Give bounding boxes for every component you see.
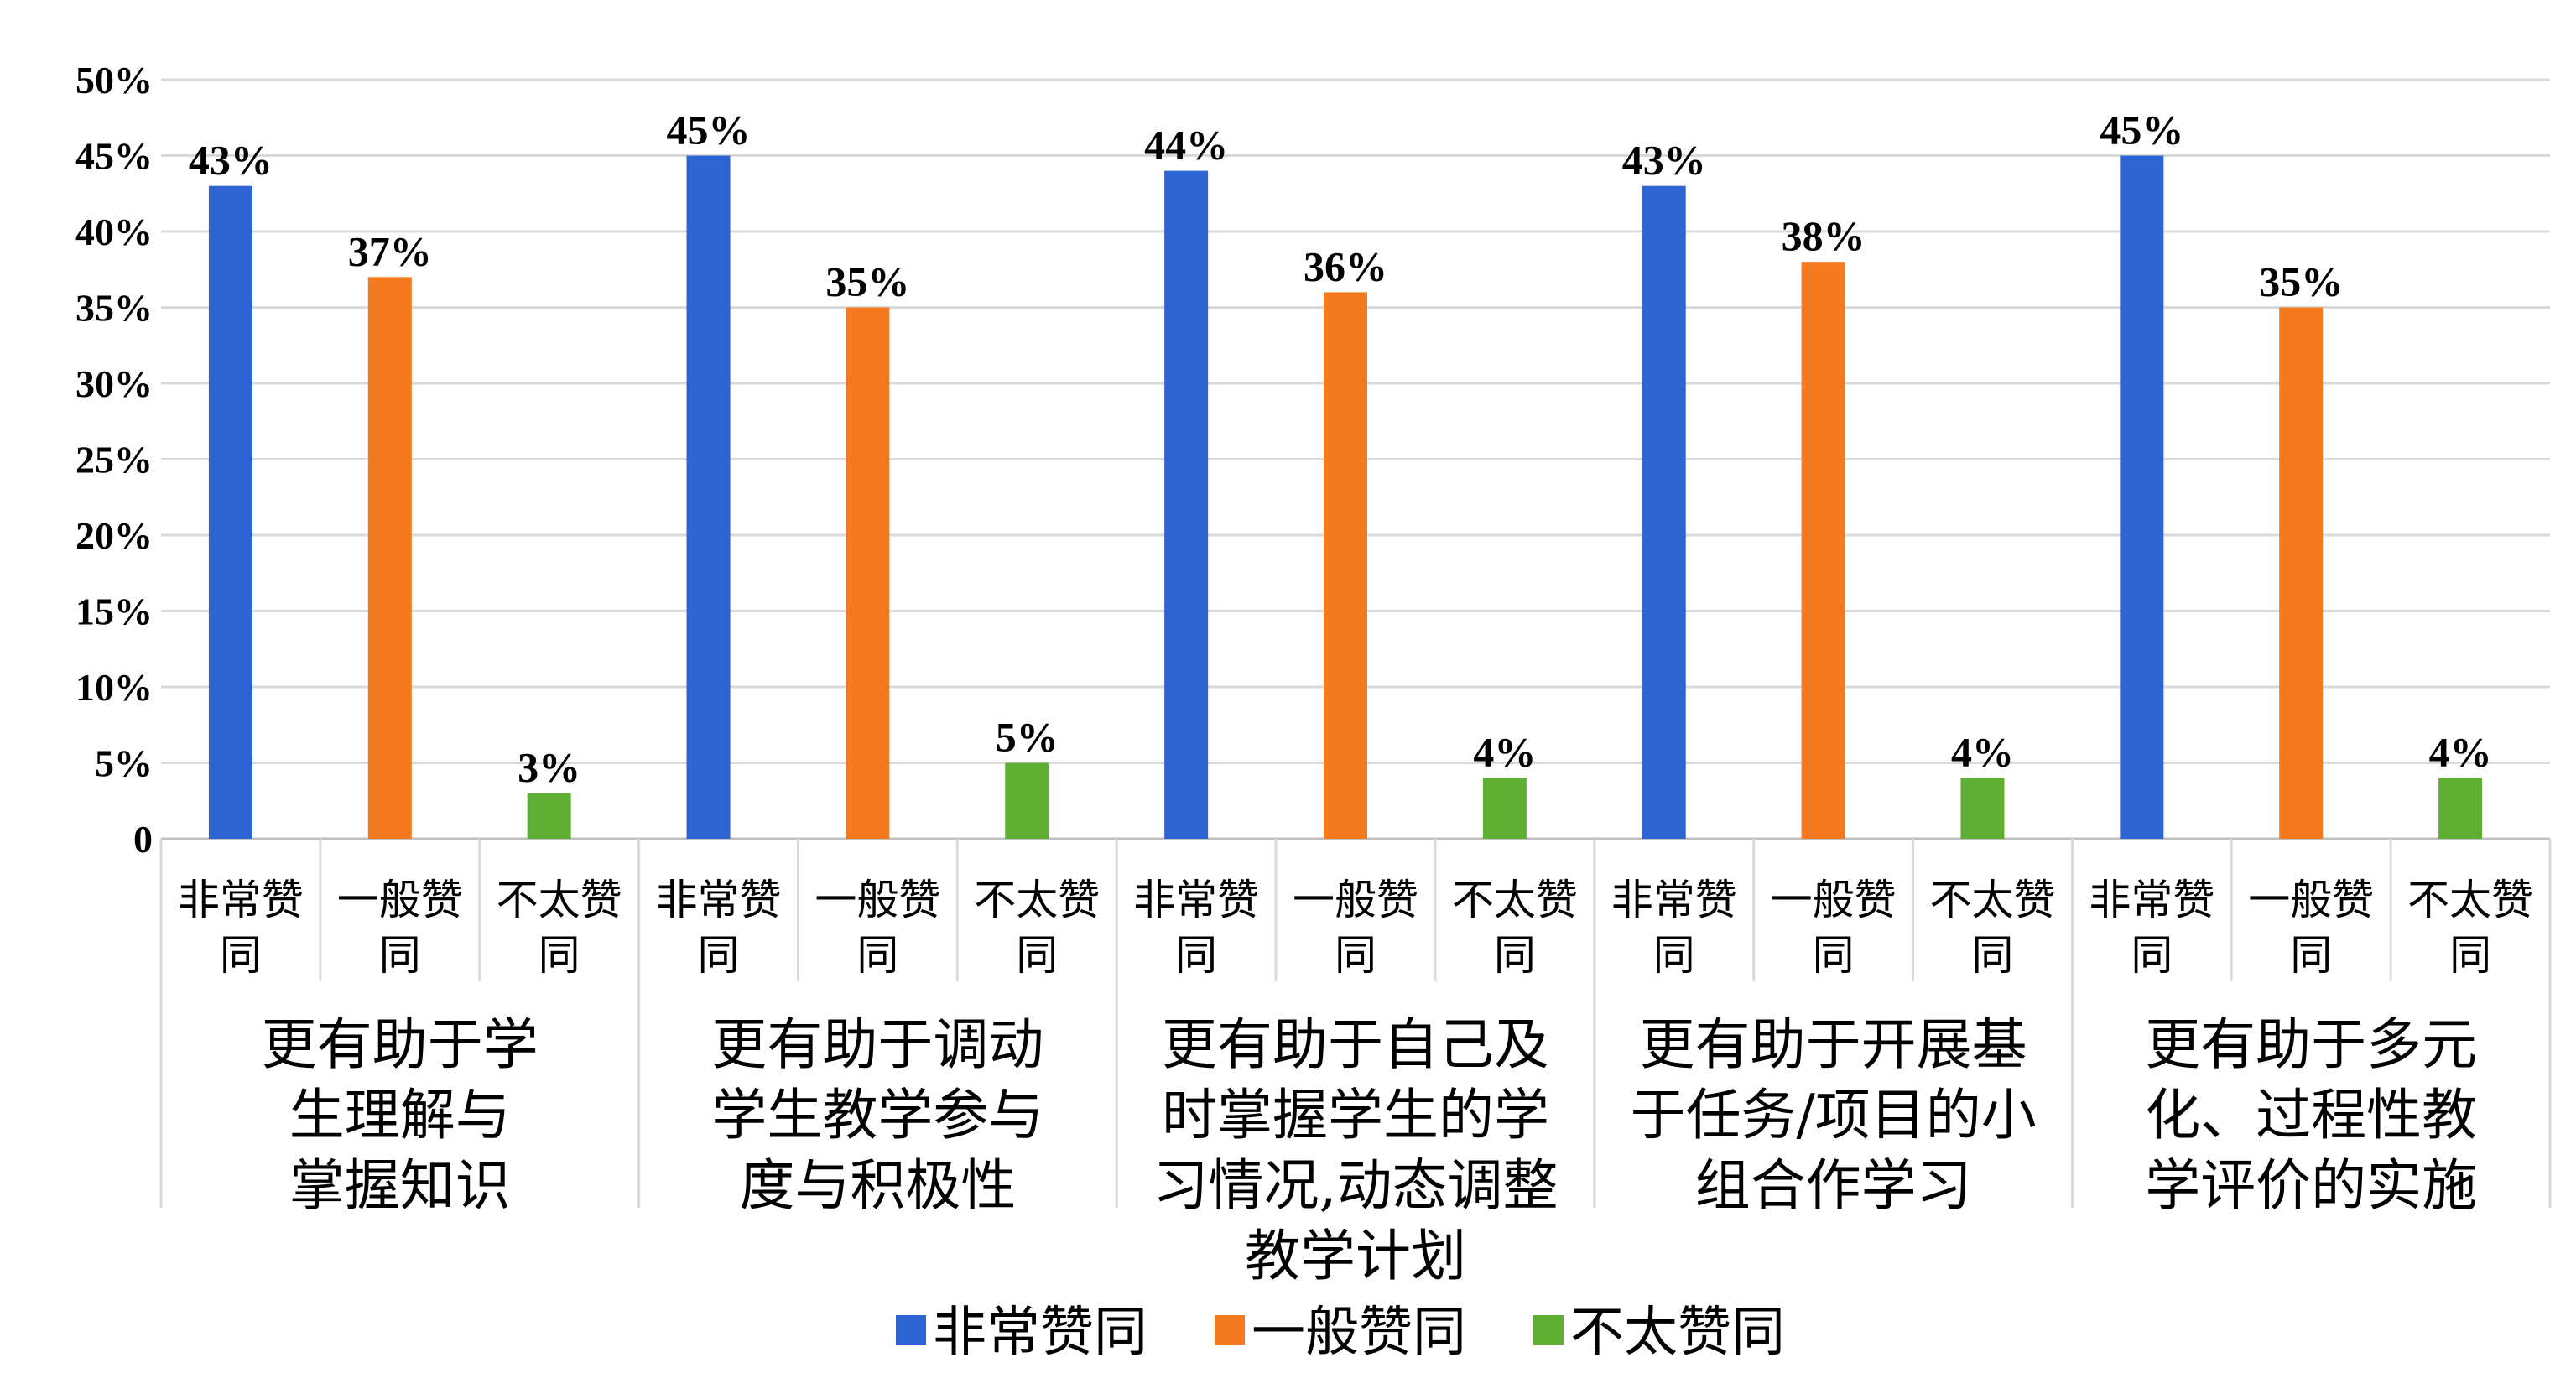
x-tick-label: 同 [1335,931,1376,980]
data-label: 45% [667,107,751,153]
category-group-label: 掌握知识 [289,1153,511,1218]
data-label: 3% [518,744,580,791]
x-tick-label: 同 [2131,931,2173,980]
category-group-label: 更有助于多元 [2145,1012,2477,1077]
bar [1801,262,1845,839]
x-tick-label: 一般赞 [1771,876,1897,924]
data-label: 4% [2429,729,2492,776]
x-tick-label: 同 [856,931,898,980]
x-tick-label: 同 [379,931,421,980]
y-tick-label: 15% [75,590,153,633]
bar [2279,307,2324,839]
legend-swatch [896,1315,926,1345]
category-group-label: 更有助于自己及 [1162,1012,1549,1077]
legend-swatch [1215,1315,1245,1345]
data-label: 36% [1304,242,1387,289]
x-tick-label: 一般赞 [2248,876,2374,924]
y-tick-label: 0 [133,818,153,861]
y-tick-label: 35% [75,287,153,330]
x-tick-label: 不太赞 [1929,876,2055,924]
data-label: 5% [996,714,1059,761]
category-group-label: 生理解与 [289,1083,511,1147]
data-label: 44% [1144,122,1228,169]
data-label: 35% [2259,258,2343,305]
category-group-label: 更有助于调动 [711,1012,1043,1077]
bar [846,307,890,839]
legend-swatch [1533,1315,1564,1345]
legend-label: 一般赞同 [1252,1302,1466,1364]
x-tick-label: 非常赞 [1611,876,1737,924]
x-tick-label: 一般赞 [1293,876,1418,924]
bar [2120,155,2164,839]
category-group-label: 学评价的实施 [2145,1153,2477,1218]
x-tick-label: 同 [220,931,262,980]
category-group-label: 于任务/项目的小 [1630,1083,2036,1147]
bar [1164,170,1209,840]
category-group-label: 化、过程性教 [2145,1083,2477,1147]
legend-label: 不太赞同 [1570,1302,1785,1364]
y-tick-label: 20% [75,514,153,557]
x-tick-label: 同 [1653,931,1695,980]
bar [527,793,571,839]
x-tick-label: 同 [1813,931,1855,980]
x-tick-label: 同 [539,931,580,980]
data-label: 43% [189,137,273,184]
x-tick-label: 非常赞 [178,876,304,924]
data-label: 4% [1473,729,1536,776]
data-label: 38% [1782,212,1866,259]
data-label: 43% [1622,137,1706,184]
category-group-label: 学生教学参与 [711,1083,1043,1147]
x-tick-label: 一般赞 [337,876,463,924]
category-group-label: 时掌握学生的学 [1162,1083,1549,1147]
data-label: 4% [1951,729,2014,776]
x-tick-label: 同 [698,931,740,980]
bar [1482,778,1527,839]
bar [1642,185,1686,839]
category-group-label: 习情况,动态调整 [1153,1153,1559,1218]
bar [1960,778,2005,839]
y-tick-label: 45% [75,135,153,178]
bar [1324,292,1367,839]
x-tick-label: 同 [1016,931,1058,980]
data-label: 37% [348,227,432,274]
legend-label: 非常赞同 [933,1302,1147,1364]
data-label: 45% [2100,107,2183,153]
category-group-label: 组合作学习 [1695,1153,1972,1218]
category-group-label: 教学计划 [1245,1224,1466,1288]
bar [1005,762,1049,839]
x-tick-label: 非常赞 [2089,876,2214,924]
bar [2438,778,2483,839]
x-tick-label: 不太赞 [497,876,622,924]
bar [208,185,252,839]
x-tick-label: 一般赞 [814,876,940,924]
y-tick-label: 50% [75,59,153,101]
y-tick-label: 40% [75,211,153,253]
x-tick-label: 同 [1971,931,2013,980]
x-tick-label: 同 [2449,931,2491,980]
bar [367,277,412,839]
bar [686,155,731,839]
y-tick-label: 10% [75,666,153,709]
x-tick-label: 非常赞 [656,876,782,924]
category-group-label: 度与积极性 [739,1153,1016,1218]
x-tick-label: 不太赞 [974,876,1100,924]
category-group-label: 更有助于开展基 [1640,1012,2027,1077]
y-tick-label: 30% [75,362,153,405]
y-tick-label: 5% [95,742,153,785]
category-group-label: 更有助于学 [262,1012,539,1077]
y-tick-label: 25% [75,439,153,481]
data-label: 35% [825,258,909,305]
x-tick-label: 不太赞 [2407,876,2533,924]
x-tick-label: 同 [1494,931,1536,980]
x-tick-label: 不太赞 [1452,876,1578,924]
x-tick-label: 非常赞 [1133,876,1259,924]
x-tick-label: 同 [1175,931,1217,980]
x-tick-label: 同 [2290,931,2332,980]
